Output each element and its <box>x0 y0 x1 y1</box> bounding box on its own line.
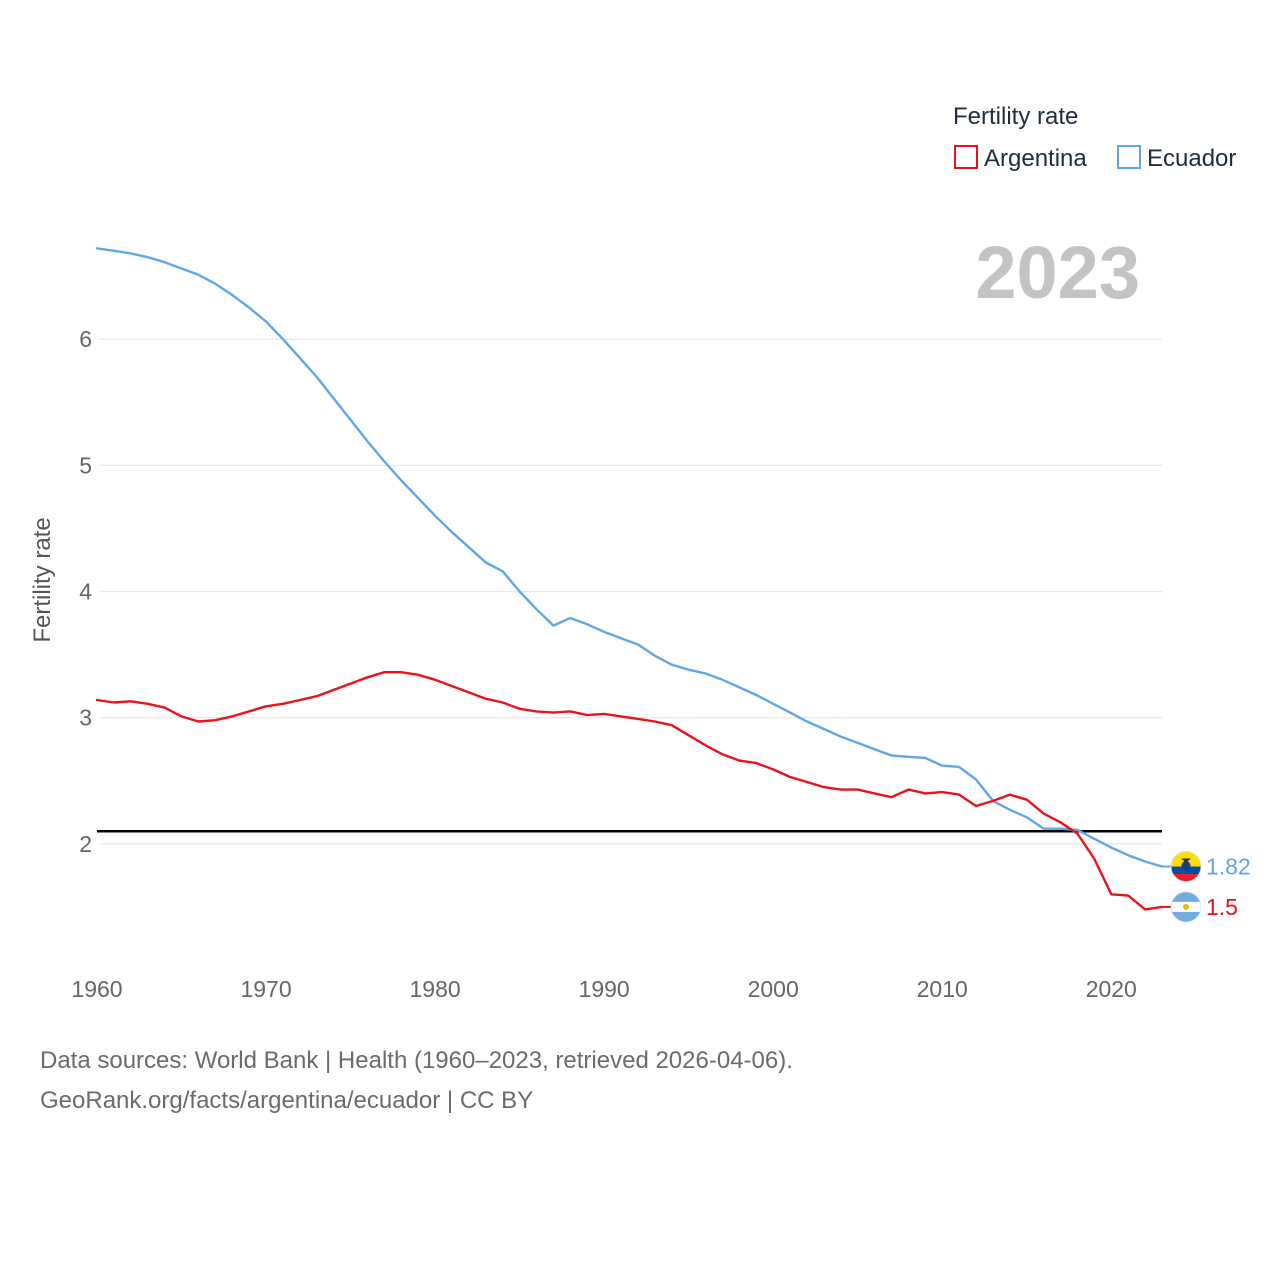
legend-swatch-ecuador <box>1117 145 1141 169</box>
year-label: 2023 <box>975 231 1140 314</box>
x-tick-label: 1970 <box>240 976 291 1002</box>
x-tick-label: 2000 <box>748 976 799 1002</box>
argentina-flag-icon <box>1171 891 1201 922</box>
legend-label-argentina[interactable]: Argentina <box>984 145 1087 172</box>
gridlines <box>100 338 1162 845</box>
legend-label-ecuador[interactable]: Ecuador <box>1147 145 1236 172</box>
ecuador-flag-icon <box>1171 851 1201 882</box>
x-tick-label: 1990 <box>579 976 630 1002</box>
end-value-label-argentina: 1.5 <box>1206 894 1238 920</box>
legend-title: Fertility rate <box>953 103 1078 130</box>
series-line-argentina[interactable] <box>95 671 1164 911</box>
y-tick-label: 5 <box>79 452 92 478</box>
end-markers: 1.5 1.82 <box>1162 851 1251 923</box>
y-axis-ticks: 2 3 4 5 6 <box>79 326 92 857</box>
end-value-label-ecuador: 1.82 <box>1206 854 1251 880</box>
attribution-link[interactable]: GeoRank.org/facts/argentina/ecuador | CC… <box>40 1087 533 1114</box>
y-axis-title: Fertility rate <box>29 517 56 642</box>
legend: Fertility rate Argentina Ecuador <box>953 103 1236 172</box>
x-tick-label: 1980 <box>410 976 461 1002</box>
y-tick-label: 2 <box>79 831 92 857</box>
y-tick-label: 6 <box>79 326 92 352</box>
x-tick-label: 2020 <box>1086 976 1137 1002</box>
legend-swatch-argentina <box>954 145 978 169</box>
x-tick-label: 1960 <box>71 976 122 1002</box>
series-line-ecuador[interactable] <box>95 247 1164 868</box>
x-tick-label: 2010 <box>917 976 968 1002</box>
y-tick-label: 3 <box>79 705 92 731</box>
data-source-text: Data sources: World Bank | Health (1960–… <box>40 1047 793 1074</box>
series-lines <box>95 247 1164 911</box>
y-tick-label: 4 <box>79 579 92 605</box>
x-axis-ticks: 1960 1970 1980 1990 2000 2010 2020 <box>71 976 1136 1002</box>
